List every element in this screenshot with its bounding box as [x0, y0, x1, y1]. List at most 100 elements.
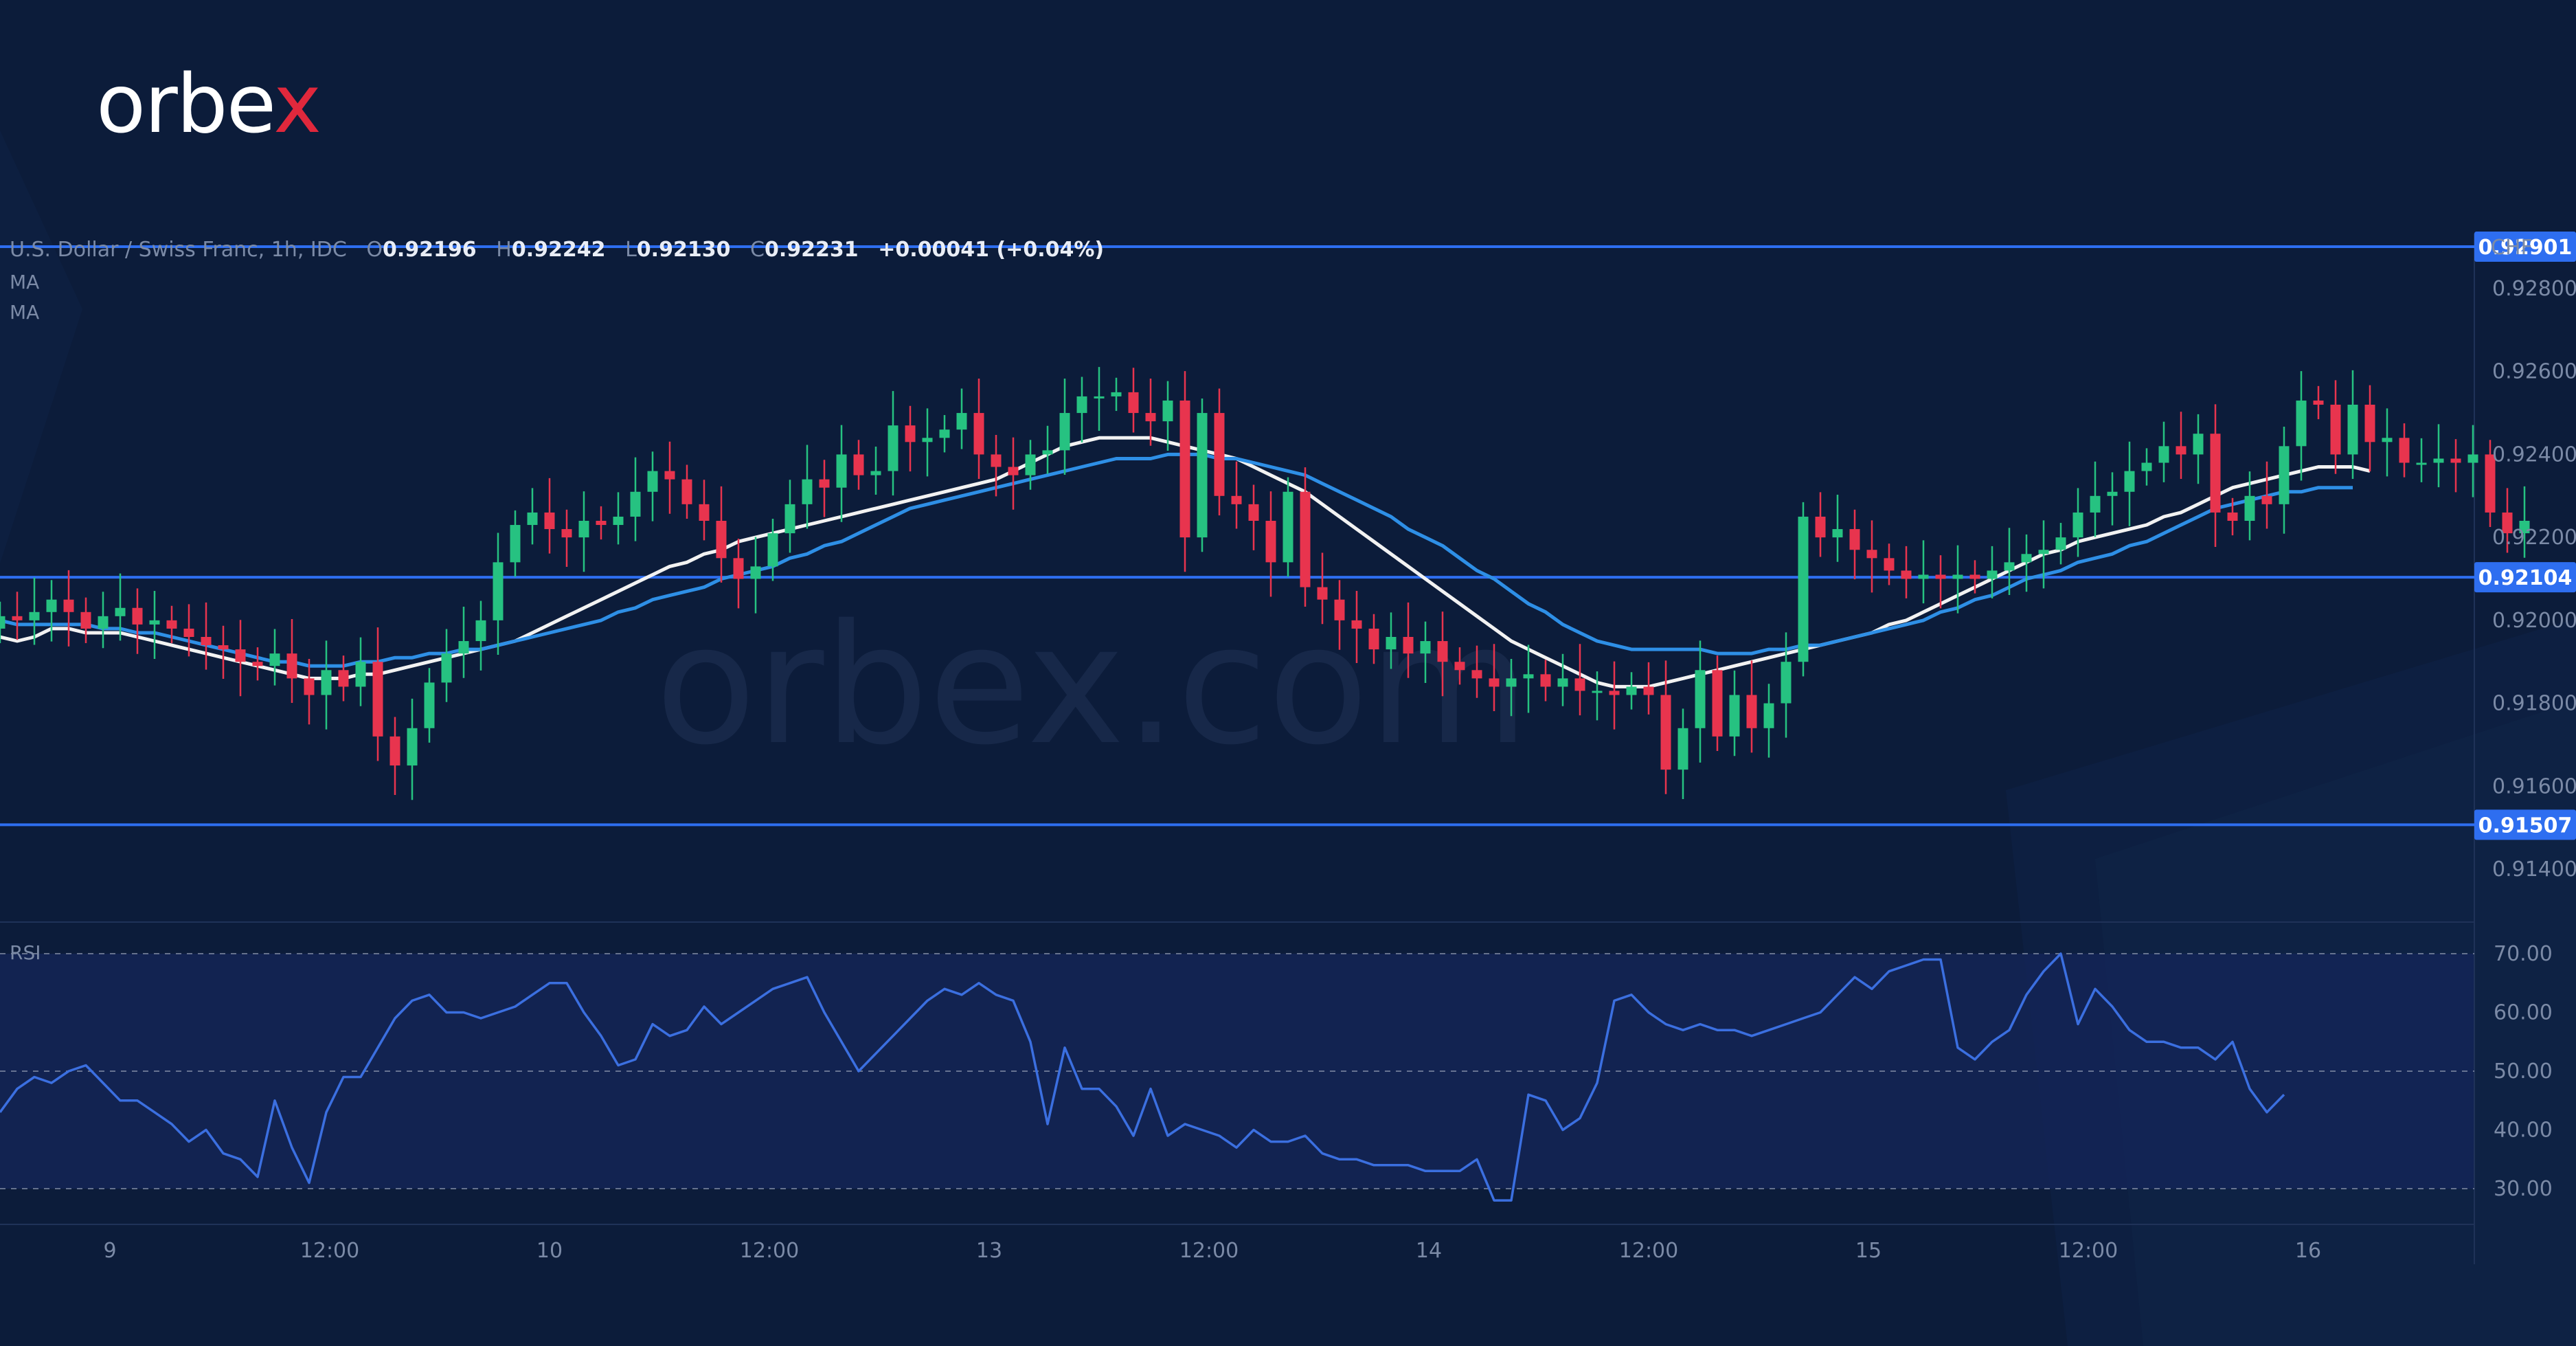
candle-body-20: [338, 670, 349, 687]
candle-body-77: [1317, 587, 1328, 600]
candle-body-106: [1815, 516, 1826, 538]
candle-body-16: [269, 653, 280, 666]
candle-body-100: [1712, 670, 1723, 737]
candle-body-33: [561, 529, 572, 538]
candle-body-111: [1901, 570, 1912, 579]
candle-body-88: [1506, 678, 1517, 687]
candle-body-10: [166, 620, 177, 629]
candle-body-32: [544, 512, 555, 530]
candle-body-12: [201, 637, 212, 646]
ma-legend-2: MA: [10, 301, 40, 324]
candle-body-42: [716, 521, 727, 559]
level-tag-2: [2474, 809, 2576, 840]
candle-body-75: [1283, 491, 1293, 563]
candle-body-28: [475, 620, 486, 642]
candle-body-102: [1746, 695, 1757, 728]
candle-body-23: [389, 736, 400, 766]
candle-body-29: [493, 562, 504, 620]
close-label: C: [750, 238, 765, 262]
price-tick-6: 0.91600: [2492, 774, 2576, 798]
candle-body-118: [2021, 554, 2032, 563]
candle-body-117: [2004, 562, 2015, 571]
candle-body-80: [1368, 628, 1379, 650]
candle-body-103: [1763, 703, 1774, 728]
candle-body-83: [1420, 641, 1431, 654]
symbol-legend: U.S. Dollar / Swiss Franc, 1h, IDC O 0.92…: [10, 238, 1104, 262]
candle-body-71: [1214, 413, 1225, 496]
candle-body-125: [2141, 462, 2152, 471]
time-tick-6: 14: [1416, 1239, 1442, 1263]
candle-body-110: [1884, 558, 1895, 571]
candle-body-115: [1969, 574, 1980, 579]
high-value: 0.92242: [511, 238, 606, 262]
candle-body-121: [2072, 512, 2083, 538]
candle-body-89: [1523, 674, 1534, 679]
candle-body-57: [973, 413, 984, 455]
candle-body-22: [372, 662, 383, 737]
open-label: O: [366, 238, 383, 262]
candle-body-51: [870, 471, 881, 475]
candle-body-120: [2055, 537, 2066, 550]
candle-body-21: [355, 662, 366, 687]
candle-body-129: [2210, 434, 2221, 513]
candle-body-2: [29, 612, 40, 620]
candle-body-53: [905, 425, 916, 442]
candle-body-79: [1351, 620, 1362, 629]
candle-body-47: [802, 479, 813, 504]
low-value: 0.92130: [636, 238, 731, 262]
candle-body-9: [149, 620, 160, 625]
candle-body-3: [46, 599, 57, 612]
candle-body-56: [956, 413, 967, 430]
candle-body-122: [2090, 495, 2101, 513]
rsi-line: [0, 952, 2285, 1202]
candle-body-131: [2244, 495, 2255, 521]
candle-body-132: [2261, 495, 2272, 504]
candle-body-136: [2330, 405, 2341, 455]
candle-body-133: [2279, 446, 2290, 504]
candle-body-94: [1609, 691, 1620, 695]
candle-body-30: [510, 525, 521, 563]
candle-body-112: [1918, 574, 1929, 579]
candle-body-17: [286, 653, 297, 679]
level-tag-0: [2474, 232, 2576, 262]
time-axis-labels: 9 12:00 10 12:00 13 12:00 14 12:00 15 12:00 16: [103, 1239, 2321, 1263]
candle-body-41: [699, 504, 710, 521]
price-tick-4: 0.92000: [2492, 609, 2576, 633]
candle-body-127: [2176, 446, 2187, 455]
time-tick-10: 16: [2295, 1239, 2321, 1263]
time-tick-3: 12:00: [740, 1239, 799, 1263]
candle-body-87: [1489, 678, 1500, 687]
candle-body-70: [1197, 413, 1208, 538]
time-tick-9: 12:00: [2059, 1239, 2118, 1263]
candle-body-107: [1832, 529, 1843, 538]
candle-body-68: [1162, 400, 1173, 422]
price-tick-1: 0.92600: [2492, 360, 2576, 384]
candle-body-1: [12, 616, 23, 620]
candle-body-54: [922, 438, 933, 442]
candle-body-73: [1248, 504, 1259, 521]
rsi-legend: RSI: [10, 941, 41, 964]
ma-legend-1: MA: [10, 271, 40, 293]
candle-body-31: [527, 512, 538, 526]
time-tick-0: 9: [103, 1239, 116, 1263]
candle-body-62: [1059, 413, 1070, 451]
level-label-1: 0.92104: [2478, 566, 2573, 590]
candle-body-26: [441, 653, 452, 683]
candle-body-55: [939, 429, 950, 438]
candle-body-25: [424, 682, 435, 728]
candle-body-91: [1557, 678, 1568, 687]
candle-body-15: [252, 662, 263, 666]
candle-body-97: [1660, 695, 1671, 770]
candle-body-11: [183, 628, 194, 637]
orbex-logo: orbex: [96, 63, 321, 144]
rsi-indicator: 70.00 60.00 50.00 40.00 30.00: [0, 942, 2553, 1202]
candle-body-48: [819, 479, 830, 488]
candle-body-37: [630, 491, 641, 517]
candle-body-64: [1094, 396, 1105, 399]
high-label: H: [496, 238, 512, 262]
symbol-name: U.S. Dollar / Swiss Franc, 1h, IDC: [10, 238, 347, 262]
candle-body-109: [1866, 550, 1877, 559]
time-tick-4: 13: [976, 1239, 1002, 1263]
time-tick-2: 10: [536, 1239, 563, 1263]
